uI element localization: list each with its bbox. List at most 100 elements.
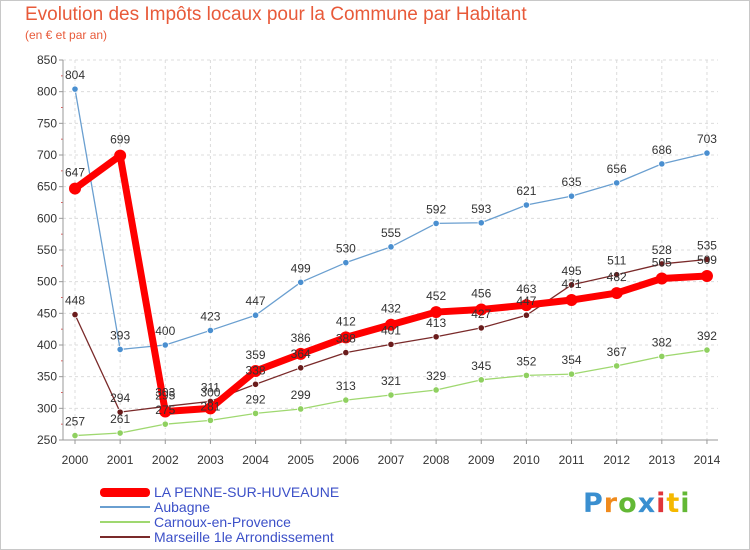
- legend-swatch: [100, 487, 150, 497]
- legend-swatch: [100, 521, 150, 523]
- data-label: 321: [381, 374, 401, 388]
- data-point: [613, 271, 621, 279]
- data-label: 367: [607, 345, 627, 359]
- data-point: [522, 201, 531, 209]
- data-point: [432, 333, 440, 341]
- data-label: 300: [200, 385, 220, 399]
- data-label: 329: [426, 369, 446, 383]
- data-label: 528: [652, 243, 672, 257]
- data-label: 294: [110, 391, 130, 405]
- data-label: 463: [516, 282, 536, 296]
- data-point: [565, 294, 578, 307]
- logo-letter: x: [637, 488, 657, 519]
- data-point: [251, 409, 260, 417]
- data-point: [520, 299, 533, 312]
- y-tick-label: 350: [37, 370, 57, 384]
- data-point: [206, 326, 215, 335]
- data-label: 359: [246, 348, 266, 362]
- data-label: 261: [110, 412, 130, 426]
- y-tick-label: 300: [37, 401, 57, 415]
- data-label: 703: [697, 132, 717, 146]
- data-point: [703, 149, 711, 157]
- data-point: [342, 396, 350, 404]
- data-label: 448: [65, 294, 85, 308]
- logo-letter: i: [656, 488, 667, 519]
- data-label: 647: [65, 166, 85, 180]
- data-point: [71, 85, 79, 93]
- data-label: 452: [426, 289, 446, 303]
- data-point: [658, 160, 666, 168]
- data-point: [703, 255, 711, 264]
- data-label: 593: [471, 202, 491, 216]
- data-point: [432, 219, 440, 227]
- data-label: 447: [246, 294, 266, 308]
- data-point: [567, 192, 576, 200]
- data-label: 505: [652, 256, 672, 270]
- data-point: [432, 386, 440, 394]
- x-tick-label: 2007: [378, 453, 405, 467]
- logo-letter: t: [666, 488, 681, 519]
- legend-label: Carnoux-en-Provence: [154, 514, 291, 530]
- data-label: 354: [562, 353, 582, 367]
- data-label: 295: [155, 389, 175, 403]
- data-point: [700, 269, 713, 282]
- data-point: [658, 352, 666, 360]
- x-tick-label: 2004: [242, 453, 269, 467]
- data-point: [297, 405, 305, 413]
- data-label: 621: [516, 184, 536, 198]
- chart-subtitle: (en € et par an): [25, 28, 108, 42]
- data-label: 423: [200, 309, 220, 323]
- data-label: 447: [516, 294, 536, 308]
- data-label: 471: [562, 277, 582, 291]
- data-point: [251, 380, 260, 388]
- data-point: [339, 331, 352, 344]
- x-tick-label: 2005: [287, 453, 314, 467]
- data-point: [71, 310, 79, 319]
- data-label: 345: [471, 359, 491, 373]
- x-tick-label: 2003: [197, 453, 224, 467]
- data-point: [342, 348, 350, 357]
- y-tick-label: 800: [37, 85, 57, 99]
- x-tick-label: 2008: [423, 453, 450, 467]
- y-tick-label: 400: [37, 338, 57, 352]
- data-point: [522, 311, 531, 319]
- y-tick-label: 450: [37, 306, 57, 320]
- data-point: [658, 260, 666, 268]
- data-label: 382: [652, 335, 672, 349]
- legend-swatch: [100, 536, 150, 538]
- x-tick-label: 2014: [694, 453, 721, 467]
- data-label: 509: [697, 253, 717, 267]
- data-label: 257: [65, 415, 85, 429]
- data-point: [384, 318, 397, 331]
- legend-label: Marseille 1le Arrondissement: [154, 529, 334, 545]
- data-label: 456: [471, 287, 491, 301]
- proxiti-logo: Proxiti: [583, 488, 691, 519]
- data-point: [477, 219, 485, 227]
- legend-label: LA PENNE-SUR-HUVEAUNE: [154, 484, 340, 500]
- data-label: 413: [426, 316, 446, 330]
- data-label: 392: [697, 329, 717, 343]
- data-label: 592: [426, 202, 446, 216]
- data-label: 804: [65, 68, 85, 82]
- data-point: [477, 376, 485, 384]
- logo-letter: i: [680, 488, 691, 519]
- logo-letter: r: [603, 488, 619, 519]
- x-tick-label: 2006: [332, 453, 359, 467]
- data-point: [567, 370, 576, 378]
- data-label: 386: [291, 331, 311, 345]
- data-label: 313: [336, 379, 356, 393]
- data-point: [477, 324, 485, 332]
- chart-title: Evolution des Impôts locaux pour la Comm…: [25, 4, 527, 25]
- data-label: 530: [336, 242, 356, 256]
- data-label: 299: [291, 388, 311, 402]
- data-label: 364: [291, 347, 311, 361]
- x-tick-label: 2001: [107, 453, 134, 467]
- x-tick-label: 2013: [648, 453, 675, 467]
- data-label: 338: [246, 363, 266, 377]
- x-tick-label: 2000: [62, 453, 89, 467]
- data-label: 656: [607, 162, 627, 176]
- data-point: [294, 347, 307, 360]
- data-point: [613, 179, 621, 187]
- y-tick-label: 600: [37, 211, 57, 225]
